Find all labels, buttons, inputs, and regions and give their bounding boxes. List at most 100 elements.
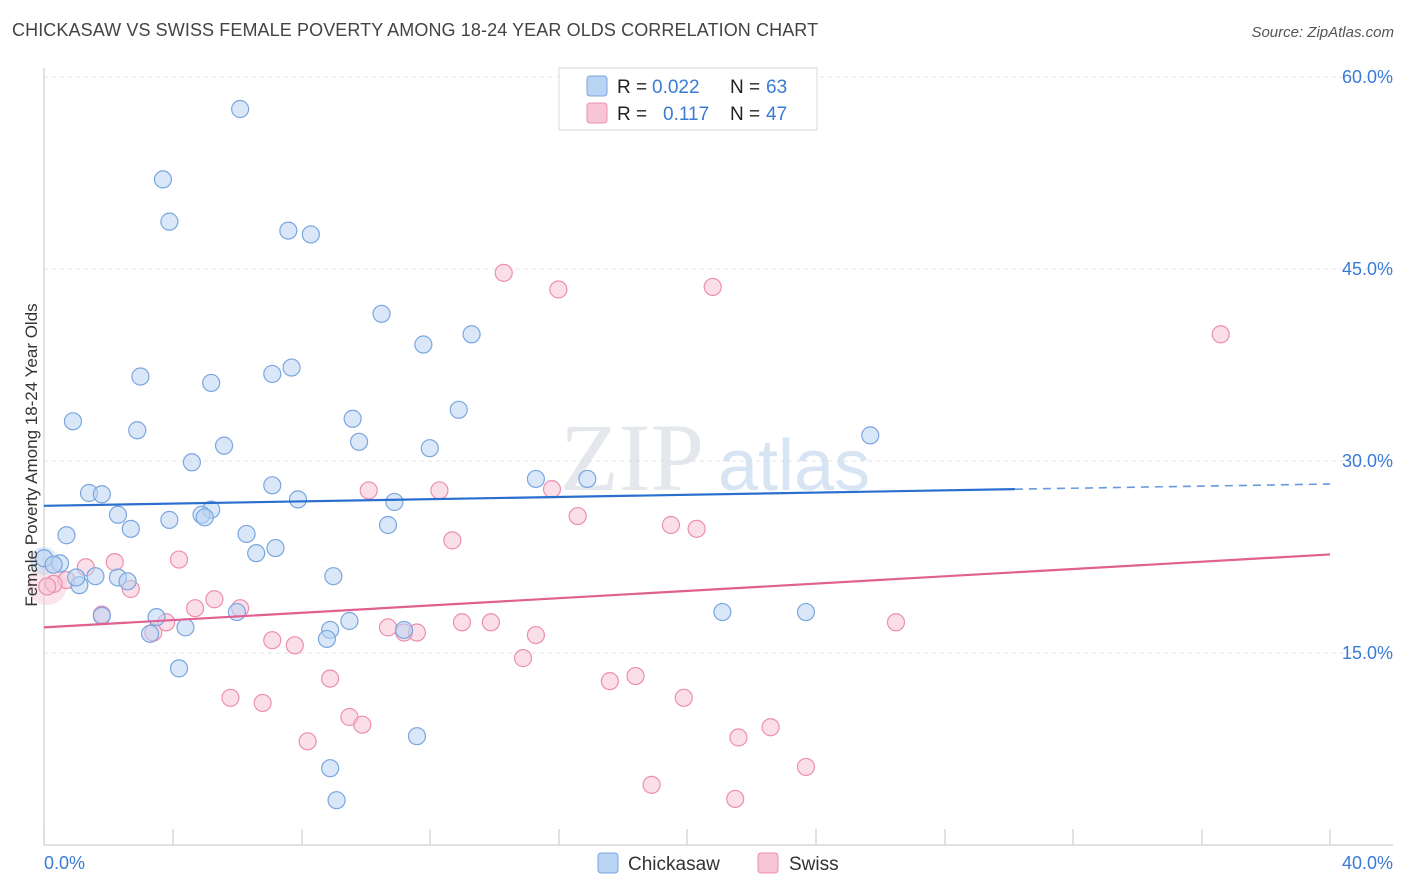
swiss-point-31 <box>263 631 282 650</box>
swiss-point-41 <box>353 715 372 734</box>
legend-r-value-1: 0.022 <box>652 77 700 98</box>
axes <box>43 68 1393 846</box>
swiss-point-38 <box>221 688 240 707</box>
trend-lines <box>43 483 1331 629</box>
swiss-point-3 <box>1211 325 1230 344</box>
chickasaw-point-58 <box>317 629 337 649</box>
chickasaw-point-36 <box>237 524 256 544</box>
legend-n-value-2: 47 <box>766 104 787 125</box>
swiss-point-11 <box>105 553 124 572</box>
chickasaw-point-11 <box>202 373 221 393</box>
chickasaw-point-49 <box>713 602 732 622</box>
chickasaw-point-51 <box>147 608 166 627</box>
swiss-point-1 <box>549 280 568 299</box>
chickasaw-point-10 <box>131 367 150 386</box>
bottom-legend-swatch-swiss <box>757 852 779 874</box>
swiss-point-19 <box>205 590 224 609</box>
chickasaw-point-25 <box>92 485 111 504</box>
chickasaw-point-9 <box>263 364 282 384</box>
chickasaw-point-3 <box>279 221 298 240</box>
chickasaw-point-31 <box>195 508 214 527</box>
swiss-point-20 <box>186 599 205 618</box>
bottom-legend-label-swiss: Swiss <box>789 854 839 875</box>
bottom-legend: Chickasaw Swiss <box>597 852 839 875</box>
swiss-point-6 <box>542 480 562 499</box>
legend-r-value-2: 0.117 <box>663 104 709 125</box>
chickasaw-point-12 <box>449 400 468 419</box>
chickasaw-point-5 <box>372 304 391 323</box>
swiss-point-4 <box>359 481 378 500</box>
swiss-point-24 <box>452 613 472 632</box>
swiss-point-10 <box>443 531 462 550</box>
bottom-legend-label-chickasaw: Chickasaw <box>628 854 720 875</box>
chickasaw-point-17 <box>349 432 369 451</box>
source-credit: Source: ZipAtlas.com <box>1251 24 1394 41</box>
chickasaw-point-34 <box>121 519 140 538</box>
chickasaw-point-27 <box>385 492 404 512</box>
swiss-point-35 <box>600 672 619 691</box>
chickasaw-point-57 <box>140 624 160 643</box>
chickasaw-point-54 <box>394 620 414 640</box>
swiss-point-29 <box>526 625 545 645</box>
chickasaw-point-4 <box>301 225 320 244</box>
chickasaw-point-33 <box>378 515 398 535</box>
chickasaw-point-29 <box>108 505 128 524</box>
chickasaw-point-62 <box>327 791 346 810</box>
chickasaw-point-48 <box>227 602 246 622</box>
grid-lines <box>44 76 1393 654</box>
legend-n-label-2: N = <box>730 104 760 125</box>
chickasaw-points <box>30 99 880 810</box>
swiss-point-7 <box>568 506 587 526</box>
chickasaw-point-38 <box>247 544 266 563</box>
swiss-point-16 <box>38 577 57 596</box>
chickasaw-point-37 <box>266 538 285 558</box>
chickasaw-point-35 <box>57 526 76 545</box>
swiss-point-42 <box>761 718 780 737</box>
bottom-legend-swatch-chickasaw <box>597 852 619 874</box>
chickasaw-point-0 <box>231 99 250 119</box>
x-tick-label-min: 0.0% <box>44 853 85 873</box>
swiss-point-37 <box>674 688 693 707</box>
chickasaw-point-2 <box>160 212 179 231</box>
chickasaw-point-50 <box>796 602 816 622</box>
chickasaw-point-22 <box>578 469 597 489</box>
swiss-point-2 <box>703 277 722 297</box>
swiss-point-39 <box>253 693 272 713</box>
swiss-point-46 <box>642 775 661 794</box>
legend-swatch-swiss <box>586 102 608 124</box>
chickasaw-point-6 <box>462 325 481 344</box>
chickasaw-point-26 <box>288 490 308 509</box>
chickasaw-point-20 <box>182 453 201 472</box>
chickasaw-point-47 <box>44 555 63 574</box>
chickasaw-point-8 <box>282 358 301 377</box>
swiss-point-34 <box>321 669 340 688</box>
swiss-point-30 <box>886 613 906 632</box>
chickasaw-point-61 <box>321 759 340 778</box>
y-tick-label-2: 45.0% <box>1342 259 1393 279</box>
swiss-point-0 <box>494 263 513 282</box>
swiss-point-26 <box>378 618 398 637</box>
chickasaw-trend-line <box>43 488 1015 507</box>
chickasaw-point-52 <box>92 606 111 625</box>
chickasaw-point-1 <box>153 170 173 189</box>
chickasaw-point-56 <box>176 618 195 637</box>
chickasaw-point-7 <box>414 335 433 354</box>
legend-swatch-chickasaw <box>586 75 608 97</box>
chickasaw-point-40 <box>86 567 105 586</box>
chickasaw-point-42 <box>118 572 137 591</box>
swiss-point-47 <box>726 789 745 809</box>
swiss-point-36 <box>626 666 645 686</box>
chickasaw-point-59 <box>169 659 189 678</box>
chickasaw-point-53 <box>340 611 359 631</box>
legend-box: R = 0.022 N = 63 R = 0.117 N = 47 <box>558 67 818 131</box>
y-tick-labels: 15.0% 30.0% 45.0% 60.0% <box>1342 67 1393 663</box>
y-tick-label-1: 30.0% <box>1342 451 1393 471</box>
chickasaw-point-23 <box>263 476 282 495</box>
watermark-zip: ZIP <box>560 404 704 511</box>
swiss-trend-line <box>43 553 1331 629</box>
chickasaw-point-18 <box>214 436 234 455</box>
swiss-point-12 <box>169 550 189 569</box>
swiss-point-9 <box>687 519 706 538</box>
y-axis-label: Female Poverty Among 18-24 Year Olds <box>22 303 41 606</box>
